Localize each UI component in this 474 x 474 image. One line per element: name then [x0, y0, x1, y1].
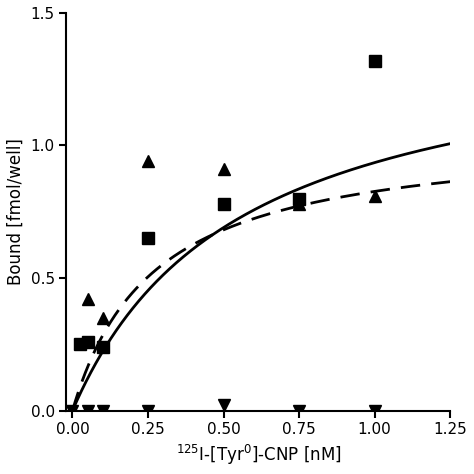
Y-axis label: Bound [fmol/well]: Bound [fmol/well]	[7, 138, 25, 285]
X-axis label: $^{125}$I-[Tyr$^{0}$]-CNP [nM]: $^{125}$I-[Tyr$^{0}$]-CNP [nM]	[175, 443, 341, 467]
